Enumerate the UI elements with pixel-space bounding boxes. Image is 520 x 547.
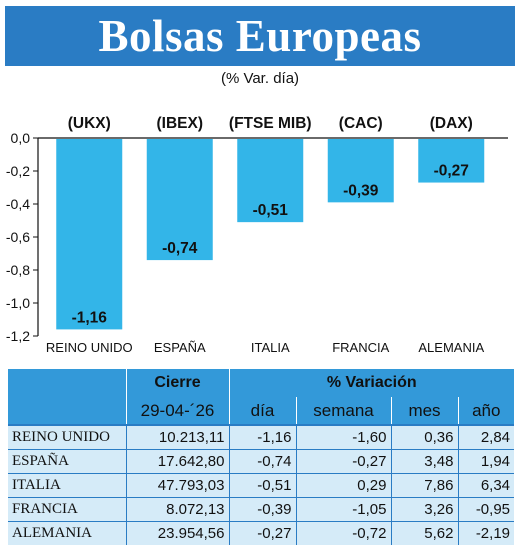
x-category-label: REINO UNIDO [46, 340, 133, 355]
row-name: REINO UNIDO [8, 424, 127, 450]
bar-value-label: -0,51 [253, 202, 289, 219]
bar-chart: 0,0 -0,2 -0,4 -0,6 -0,8 -1,0 -1,2 (UKX) -1,16 REI… [6, 115, 508, 355]
table-row: ESPAÑA 17.642,80 -0,74 -0,27 3,48 1,94 [8, 449, 515, 474]
row-cierre: 17.642,80 [126, 449, 230, 474]
row-mes: 5,62 [391, 521, 459, 545]
row-ano: -2,19 [458, 521, 515, 545]
bar-code-label: (FTSE MIB) [229, 115, 312, 132]
row-mes: 0,36 [391, 424, 459, 450]
row-name: ESPAÑA [8, 449, 127, 474]
y-tick-label: -0,6 [6, 229, 30, 245]
row-ano: 1,94 [458, 449, 515, 474]
table-row: ALEMANIA 23.954,56 -0,27 -0,72 5,62 -2,1… [8, 521, 515, 545]
row-ano: -0,95 [458, 497, 515, 522]
row-cierre: 8.072,13 [126, 497, 230, 522]
y-tick-label: -1,0 [6, 295, 30, 311]
row-cierre: 47.793,03 [126, 473, 230, 498]
stock-table: Cierre % Variación 29-04-´26 día semana … [8, 369, 515, 545]
x-category-label: ITALIA [251, 340, 290, 355]
x-category-label: ALEMANIA [418, 340, 484, 355]
row-semana: -1,05 [296, 497, 392, 522]
row-semana: -1,60 [296, 424, 392, 450]
bar [327, 139, 394, 203]
header-dia: día [229, 397, 297, 425]
y-tick-label: 0,0 [11, 130, 31, 146]
row-dia: -0,74 [229, 449, 297, 474]
header-cierre: Cierre [126, 369, 230, 397]
y-tick-label: -0,2 [6, 163, 30, 179]
row-semana: -0,27 [296, 449, 392, 474]
bar [56, 139, 123, 330]
x-category-label: ESPAÑA [154, 340, 206, 355]
y-tick-label: -0,4 [6, 196, 30, 212]
row-dia: -0,51 [229, 473, 297, 498]
bar-code-label: (CAC) [339, 115, 383, 132]
y-tick-label: -1,2 [6, 328, 30, 344]
row-semana: 0,29 [296, 473, 392, 498]
row-dia: -1,16 [229, 424, 297, 450]
row-dia: -0,27 [229, 521, 297, 545]
table-row: REINO UNIDO 10.213,11 -1,16 -1,60 0,36 2… [8, 424, 515, 450]
bar-code-label: (IBEX) [157, 115, 204, 132]
y-tick-label: -0,8 [6, 262, 30, 278]
row-cierre: 10.213,11 [126, 424, 230, 450]
row-name: ITALIA [8, 473, 127, 498]
bar-value-label: -0,74 [162, 240, 198, 257]
row-name: FRANCIA [8, 497, 127, 522]
header-semana: semana [296, 397, 392, 425]
table-header-blank [8, 369, 127, 397]
row-name: ALEMANIA [8, 521, 127, 545]
row-mes: 7,86 [391, 473, 459, 498]
table-row: ITALIA 47.793,03 -0,51 0,29 7,86 6,34 [8, 473, 515, 498]
header-date: 29-04-´26 [126, 397, 230, 425]
row-mes: 3,26 [391, 497, 459, 522]
x-category-label: FRANCIA [332, 340, 389, 355]
row-semana: -0,72 [296, 521, 392, 545]
bar-code-label: (DAX) [430, 115, 473, 132]
table-row: FRANCIA 8.072,13 -0,39 -1,05 3,26 -0,95 [8, 497, 515, 522]
chart-subtitle: (% Var. día) [220, 70, 300, 87]
row-mes: 3,48 [391, 449, 459, 474]
row-ano: 2,84 [458, 424, 515, 450]
header-mes: mes [391, 397, 459, 425]
bar-value-label: -0,39 [343, 182, 379, 199]
row-ano: 6,34 [458, 473, 515, 498]
bar [146, 139, 213, 261]
header-variacion: % Variación [229, 369, 515, 397]
header-ano: año [458, 397, 515, 425]
bar-value-label: -1,16 [72, 309, 108, 326]
bar [237, 139, 304, 223]
row-cierre: 23.954,56 [126, 521, 230, 545]
bar-code-label: (UKX) [68, 115, 111, 132]
table-header-blank-2 [8, 397, 127, 425]
chart-title: Bolsas Europeas [5, 6, 515, 66]
bar-value-label: -0,27 [434, 163, 469, 180]
bar [418, 139, 485, 183]
row-dia: -0,39 [229, 497, 297, 522]
